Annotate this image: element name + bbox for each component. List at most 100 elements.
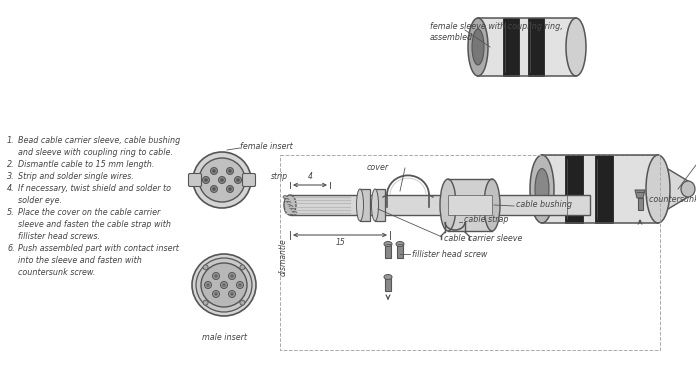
Text: countersunk screw: countersunk screw	[649, 195, 696, 204]
Ellipse shape	[472, 29, 484, 65]
Ellipse shape	[235, 177, 242, 183]
Ellipse shape	[226, 186, 233, 192]
Ellipse shape	[192, 254, 256, 316]
Ellipse shape	[681, 181, 695, 197]
Bar	[448, 179, 492, 231]
Text: fillister head screws.: fillister head screws.	[18, 232, 100, 241]
Text: If necessary, twist shield and solder to: If necessary, twist shield and solder to	[18, 184, 171, 193]
Ellipse shape	[214, 292, 218, 296]
Ellipse shape	[530, 155, 554, 223]
Text: fillister head screw: fillister head screw	[412, 250, 487, 259]
Text: Dismantle cable to 15 mm length.: Dismantle cable to 15 mm length.	[18, 160, 155, 169]
Text: solder eye.: solder eye.	[18, 196, 62, 205]
Ellipse shape	[240, 265, 245, 270]
Bar	[565, 155, 583, 223]
Bar	[595, 155, 613, 223]
Text: 4.: 4.	[7, 184, 15, 193]
Ellipse shape	[293, 211, 297, 214]
Bar	[528, 18, 544, 76]
Ellipse shape	[204, 178, 207, 182]
Ellipse shape	[396, 242, 404, 246]
Polygon shape	[635, 190, 645, 198]
Ellipse shape	[222, 283, 226, 287]
Ellipse shape	[203, 265, 208, 270]
Text: strip: strip	[271, 172, 288, 181]
Ellipse shape	[193, 152, 251, 208]
Ellipse shape	[226, 168, 233, 174]
Bar	[638, 198, 642, 210]
FancyBboxPatch shape	[189, 174, 202, 186]
Ellipse shape	[285, 198, 289, 201]
Text: and sleeve with coupling ring to cable.: and sleeve with coupling ring to cable.	[18, 148, 173, 157]
Text: Bead cable carrier sleeve, cable bushing: Bead cable carrier sleeve, cable bushing	[18, 136, 180, 145]
Ellipse shape	[283, 195, 287, 198]
Text: 4: 4	[308, 172, 313, 181]
Ellipse shape	[214, 274, 218, 278]
Text: 5.: 5.	[7, 208, 15, 217]
Ellipse shape	[228, 169, 232, 173]
Text: into the sleeve and fasten with: into the sleeve and fasten with	[18, 256, 142, 265]
Ellipse shape	[384, 274, 392, 279]
Ellipse shape	[203, 177, 209, 183]
Ellipse shape	[484, 179, 500, 231]
Ellipse shape	[203, 300, 208, 305]
Bar	[542, 155, 658, 223]
Ellipse shape	[228, 187, 232, 191]
Ellipse shape	[468, 18, 488, 76]
Ellipse shape	[196, 258, 252, 312]
Bar	[448, 195, 492, 215]
Text: male insert: male insert	[202, 333, 246, 342]
Bar	[478, 18, 576, 76]
Bar	[280, 155, 660, 350]
Ellipse shape	[236, 178, 239, 182]
Ellipse shape	[291, 209, 295, 212]
Bar	[503, 18, 519, 76]
Bar	[290, 195, 590, 215]
Ellipse shape	[219, 177, 226, 183]
Text: cover: cover	[367, 163, 389, 172]
Ellipse shape	[237, 282, 244, 288]
Text: 15: 15	[335, 238, 345, 247]
Bar	[375, 189, 385, 221]
Ellipse shape	[646, 155, 670, 223]
Ellipse shape	[212, 291, 219, 297]
Ellipse shape	[230, 274, 234, 278]
Bar	[397, 244, 403, 258]
Text: countersunk screw.: countersunk screw.	[18, 268, 95, 277]
Bar	[385, 277, 391, 291]
Ellipse shape	[201, 263, 247, 307]
Ellipse shape	[228, 291, 235, 297]
Ellipse shape	[535, 169, 549, 209]
Text: assembled: assembled	[430, 33, 473, 42]
Ellipse shape	[240, 300, 245, 305]
Text: cable strap: cable strap	[464, 215, 509, 224]
Text: female sleeve with coupling ring,: female sleeve with coupling ring,	[430, 22, 563, 31]
Ellipse shape	[210, 186, 217, 192]
Ellipse shape	[212, 273, 219, 279]
Text: 3.: 3.	[7, 172, 15, 181]
Ellipse shape	[230, 292, 234, 296]
Text: 6.: 6.	[7, 244, 15, 253]
Ellipse shape	[440, 179, 456, 231]
Ellipse shape	[206, 283, 209, 287]
FancyBboxPatch shape	[242, 174, 255, 186]
Text: 1.: 1.	[7, 136, 15, 145]
Text: Strip and solder single wires.: Strip and solder single wires.	[18, 172, 134, 181]
Ellipse shape	[356, 189, 363, 221]
Ellipse shape	[221, 282, 228, 288]
Ellipse shape	[566, 18, 586, 76]
Ellipse shape	[289, 206, 293, 209]
Ellipse shape	[372, 189, 379, 221]
Ellipse shape	[210, 168, 217, 174]
Ellipse shape	[384, 242, 392, 246]
Ellipse shape	[228, 273, 235, 279]
Polygon shape	[658, 163, 688, 215]
Text: female insert: female insert	[240, 142, 293, 151]
Ellipse shape	[212, 187, 216, 191]
Text: 2.: 2.	[7, 160, 15, 169]
Ellipse shape	[287, 201, 291, 204]
Text: sleeve and fasten the cable strap with: sleeve and fasten the cable strap with	[18, 220, 171, 229]
Ellipse shape	[199, 158, 245, 202]
Ellipse shape	[238, 283, 242, 287]
Ellipse shape	[284, 195, 296, 215]
